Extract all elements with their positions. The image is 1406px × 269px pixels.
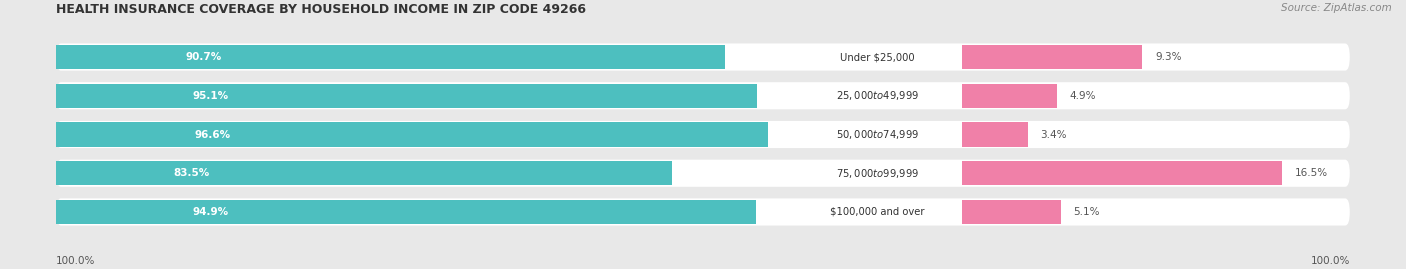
Text: 95.1%: 95.1% xyxy=(193,91,229,101)
Bar xyxy=(962,161,1282,185)
Text: $25,000 to $49,999: $25,000 to $49,999 xyxy=(837,89,920,102)
Bar xyxy=(962,200,1060,224)
Text: $50,000 to $74,999: $50,000 to $74,999 xyxy=(837,128,920,141)
Text: 5.1%: 5.1% xyxy=(1074,207,1099,217)
Text: 9.3%: 9.3% xyxy=(1156,52,1181,62)
Text: 3.4%: 3.4% xyxy=(1040,129,1067,140)
Text: $100,000 and over: $100,000 and over xyxy=(831,207,925,217)
Bar xyxy=(962,45,1142,69)
Bar xyxy=(56,45,725,69)
Text: 94.9%: 94.9% xyxy=(193,207,228,217)
Text: $75,000 to $99,999: $75,000 to $99,999 xyxy=(837,167,920,180)
FancyBboxPatch shape xyxy=(56,82,1350,109)
Text: 90.7%: 90.7% xyxy=(186,52,222,62)
Bar xyxy=(962,84,1057,108)
Bar xyxy=(962,122,1028,147)
FancyBboxPatch shape xyxy=(56,199,1350,225)
Text: HEALTH INSURANCE COVERAGE BY HOUSEHOLD INCOME IN ZIP CODE 49266: HEALTH INSURANCE COVERAGE BY HOUSEHOLD I… xyxy=(56,3,586,16)
FancyBboxPatch shape xyxy=(56,121,1350,148)
Bar xyxy=(56,161,672,185)
Text: 100.0%: 100.0% xyxy=(56,256,96,266)
Text: 100.0%: 100.0% xyxy=(1310,256,1350,266)
Text: Under $25,000: Under $25,000 xyxy=(841,52,915,62)
Text: Source: ZipAtlas.com: Source: ZipAtlas.com xyxy=(1281,3,1392,13)
FancyBboxPatch shape xyxy=(56,160,1350,187)
Text: 16.5%: 16.5% xyxy=(1295,168,1327,178)
Text: 83.5%: 83.5% xyxy=(173,168,209,178)
Bar xyxy=(56,200,756,224)
Text: 4.9%: 4.9% xyxy=(1070,91,1097,101)
FancyBboxPatch shape xyxy=(56,44,1350,70)
Text: 96.6%: 96.6% xyxy=(195,129,231,140)
Bar xyxy=(56,122,769,147)
Bar xyxy=(56,84,758,108)
